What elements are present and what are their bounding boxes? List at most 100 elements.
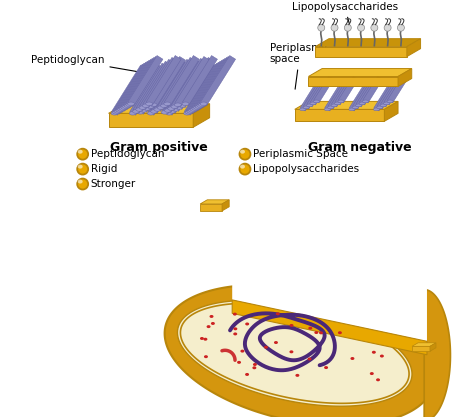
Ellipse shape — [308, 357, 311, 360]
Polygon shape — [300, 84, 320, 111]
Ellipse shape — [245, 373, 249, 376]
Polygon shape — [166, 65, 201, 115]
Polygon shape — [309, 76, 398, 86]
Polygon shape — [182, 55, 218, 106]
Polygon shape — [115, 63, 150, 113]
Ellipse shape — [356, 104, 362, 107]
Polygon shape — [356, 80, 376, 107]
Polygon shape — [140, 59, 174, 109]
Polygon shape — [179, 58, 214, 108]
Ellipse shape — [189, 109, 196, 112]
Ellipse shape — [331, 24, 338, 31]
Polygon shape — [295, 101, 398, 109]
Text: Periplasmic Space: Periplasmic Space — [253, 149, 348, 159]
Polygon shape — [191, 61, 226, 111]
Polygon shape — [146, 55, 181, 106]
Ellipse shape — [197, 104, 204, 108]
Polygon shape — [117, 62, 151, 112]
Ellipse shape — [142, 104, 149, 108]
Ellipse shape — [253, 363, 257, 366]
Ellipse shape — [307, 104, 312, 107]
Ellipse shape — [374, 108, 379, 111]
Ellipse shape — [137, 111, 144, 114]
Ellipse shape — [233, 313, 237, 316]
Ellipse shape — [77, 149, 88, 160]
Polygon shape — [130, 65, 164, 115]
Text: Gram positive: Gram positive — [110, 141, 208, 154]
Ellipse shape — [338, 100, 344, 103]
Polygon shape — [398, 68, 412, 86]
Text: Rigid: Rigid — [91, 164, 117, 174]
Ellipse shape — [310, 102, 316, 105]
Text: Lipopolysaccharides: Lipopolysaccharides — [253, 164, 359, 174]
Polygon shape — [172, 58, 207, 108]
Polygon shape — [388, 76, 407, 103]
Ellipse shape — [190, 108, 197, 111]
Ellipse shape — [233, 327, 237, 330]
Text: Lipopolysaccharides: Lipopolysaccharides — [292, 2, 398, 24]
Polygon shape — [177, 300, 412, 406]
Ellipse shape — [174, 103, 181, 106]
Polygon shape — [186, 64, 221, 114]
Ellipse shape — [203, 338, 208, 341]
Polygon shape — [335, 78, 355, 105]
Polygon shape — [155, 61, 190, 111]
Polygon shape — [169, 63, 204, 113]
Ellipse shape — [165, 112, 173, 115]
Ellipse shape — [363, 100, 368, 103]
Ellipse shape — [240, 165, 245, 168]
Ellipse shape — [78, 150, 82, 154]
Polygon shape — [412, 343, 436, 346]
Ellipse shape — [147, 112, 155, 115]
Ellipse shape — [344, 24, 351, 31]
Ellipse shape — [78, 180, 82, 183]
Polygon shape — [109, 104, 210, 113]
Polygon shape — [125, 58, 160, 108]
Ellipse shape — [121, 106, 128, 109]
Polygon shape — [173, 61, 208, 111]
Polygon shape — [123, 58, 158, 108]
Polygon shape — [430, 343, 436, 351]
Polygon shape — [184, 65, 219, 115]
Polygon shape — [363, 76, 383, 103]
Ellipse shape — [175, 106, 182, 109]
Polygon shape — [201, 55, 236, 106]
Ellipse shape — [161, 111, 168, 114]
Polygon shape — [143, 58, 178, 108]
Polygon shape — [374, 84, 394, 111]
Ellipse shape — [318, 24, 325, 31]
Ellipse shape — [119, 107, 126, 111]
Polygon shape — [121, 59, 156, 109]
Ellipse shape — [324, 108, 330, 111]
Polygon shape — [232, 220, 427, 342]
Polygon shape — [189, 62, 224, 112]
Polygon shape — [197, 58, 232, 108]
Ellipse shape — [136, 108, 143, 111]
Ellipse shape — [118, 108, 125, 111]
Polygon shape — [164, 285, 435, 417]
Ellipse shape — [303, 106, 309, 109]
Ellipse shape — [187, 110, 194, 113]
Ellipse shape — [371, 24, 378, 31]
Ellipse shape — [140, 109, 147, 112]
Ellipse shape — [290, 350, 293, 353]
Polygon shape — [309, 68, 412, 76]
Polygon shape — [144, 60, 179, 111]
Ellipse shape — [111, 112, 118, 115]
Ellipse shape — [124, 104, 131, 108]
Polygon shape — [360, 78, 379, 105]
Polygon shape — [113, 64, 148, 114]
Polygon shape — [164, 55, 199, 106]
Ellipse shape — [338, 331, 342, 334]
Polygon shape — [381, 80, 401, 107]
Text: Peptidoglycan: Peptidoglycan — [31, 55, 146, 73]
Ellipse shape — [200, 102, 207, 106]
Polygon shape — [222, 200, 229, 211]
Polygon shape — [165, 62, 200, 112]
Ellipse shape — [335, 102, 340, 105]
Polygon shape — [338, 76, 358, 103]
Polygon shape — [133, 63, 168, 113]
Polygon shape — [310, 78, 330, 105]
Polygon shape — [200, 200, 229, 204]
Polygon shape — [192, 60, 228, 111]
